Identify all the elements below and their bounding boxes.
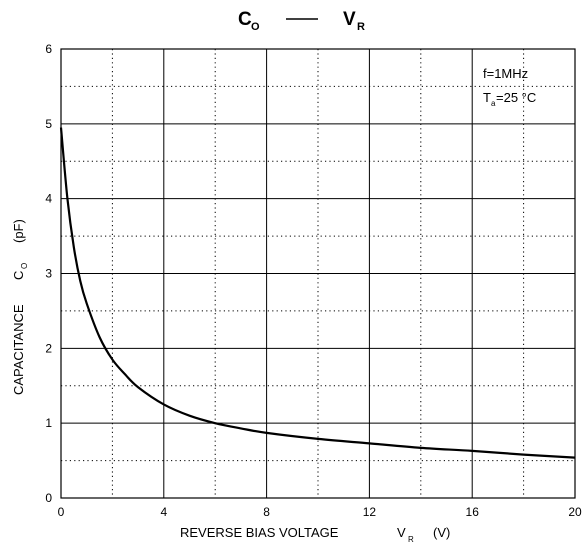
x-tick-label: 20 (568, 505, 582, 519)
y-axis-label-symbol: C (11, 271, 26, 280)
y-tick-label: 2 (45, 341, 52, 355)
temperature-subscript: a (491, 99, 496, 108)
temperature-value: =25 °C (496, 90, 536, 105)
x-tick-label: 8 (263, 505, 270, 519)
x-axis-label-text: REVERSE BIAS VOLTAGE (180, 525, 339, 540)
y-tick-label: 3 (45, 267, 52, 281)
x-axis-label-unit: (V) (433, 525, 450, 540)
x-axis-label-subscript: R (408, 535, 414, 544)
conditions-annotation: f=1MHz T a =25 °C (483, 66, 536, 108)
y-axis-label-unit: (pF) (11, 219, 26, 243)
x-axis-label-symbol: V (397, 525, 406, 540)
y-axis-label-subscript: O (20, 263, 29, 269)
y-tick-label: 1 (45, 416, 52, 430)
x-tick-labels: 0 4 8 12 16 20 (58, 505, 582, 519)
x-tick-label: 4 (160, 505, 167, 519)
y-tick-label: 4 (45, 192, 52, 206)
x-tick-label: 12 (363, 505, 377, 519)
y-tick-labels: 0 1 2 3 4 5 6 (45, 42, 52, 505)
major-gridlines (61, 49, 575, 498)
x-tick-label: 0 (58, 505, 65, 519)
y-tick-label: 5 (45, 117, 52, 131)
x-tick-label: 16 (466, 505, 480, 519)
y-tick-label: 0 (45, 491, 52, 505)
plot-frame (60, 48, 576, 499)
y-axis-label-text: CAPACITANCE (11, 304, 26, 395)
capacitance-curve (59, 127, 576, 459)
title-right-subscript: R (357, 21, 365, 33)
title-left-subscript: O (251, 21, 260, 33)
x-axis-label: REVERSE BIAS VOLTAGE V R (V) (180, 525, 450, 544)
title-left-symbol: C (238, 9, 252, 30)
temperature-symbol: T (483, 90, 491, 105)
y-axis-label: CAPACITANCE C O (pF) (11, 219, 29, 395)
frequency-annotation: f=1MHz (483, 66, 528, 81)
title-right-symbol: V (343, 9, 356, 30)
y-tick-label: 6 (45, 42, 52, 56)
chart-title: C O V R (238, 9, 365, 33)
